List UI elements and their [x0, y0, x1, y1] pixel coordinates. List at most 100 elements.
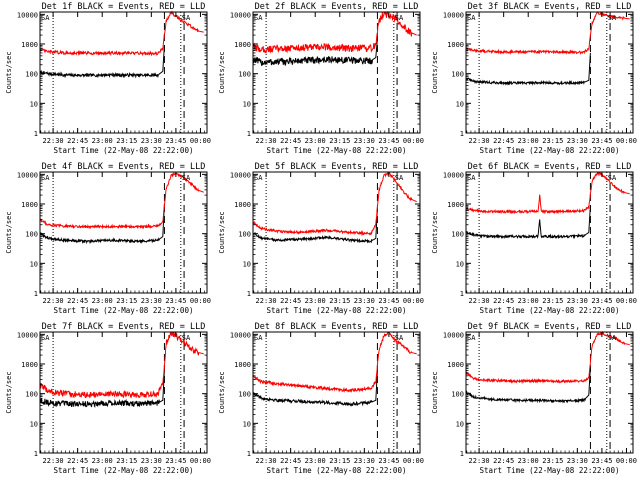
lld-series-line [252, 331, 417, 393]
y-tick-label: 10000 [17, 331, 38, 339]
y-tick-label: 1 [247, 450, 251, 458]
x-tick-label: 22:45 [280, 137, 301, 145]
x-tick-label: 00:00 [616, 137, 637, 145]
y-tick-label: 10000 [17, 11, 38, 19]
plot-frame [39, 331, 208, 454]
x-tick-label: 22:30 [256, 137, 277, 145]
x-tick-label: 23:15 [116, 297, 137, 305]
y-tick-label: 10000 [230, 11, 251, 19]
sa-flag-right: SA [182, 14, 191, 22]
y-tick-label: 1000 [21, 41, 38, 49]
x-axis-label: Start Time (22-May-08 22:22:00) [267, 466, 407, 475]
x-tick-label: 23:30 [354, 457, 375, 465]
sa-flag-left: SA [41, 174, 50, 182]
y-tick-label: 1000 [234, 361, 251, 369]
x-tick-label: 23:00 [92, 137, 113, 145]
plot-frame [465, 171, 634, 294]
x-tick-label: 00:00 [616, 297, 637, 305]
x-tick-label: 23:45 [378, 457, 399, 465]
y-tick-label: 1000 [234, 41, 251, 49]
x-tick-label: 23:30 [354, 297, 375, 305]
y-tick-label: 1 [460, 130, 464, 138]
y-axis-label: Counts/sec [218, 211, 226, 253]
x-axis-label: Start Time (22-May-08 22:22:00) [54, 466, 194, 475]
x-tick-label: 22:45 [280, 297, 301, 305]
x-tick-label: 23:45 [165, 457, 186, 465]
sa-flag-left: SA [41, 334, 50, 342]
x-tick-label: 00:00 [403, 137, 424, 145]
panel-det5f: Det 5f BLACK = Events, RED = LLD SA SA 1 10 1… [218, 162, 424, 315]
x-tick-label: 23:00 [305, 297, 326, 305]
events-series-line [252, 370, 378, 407]
y-axis-label: Counts/sec [431, 371, 439, 413]
y-axis-label: Counts/sec [5, 51, 13, 93]
y-tick-label: 1000 [447, 361, 464, 369]
lld-series-line [465, 171, 630, 215]
x-tick-label: 23:45 [378, 297, 399, 305]
x-axis-label: Start Time (22-May-08 22:22:00) [267, 306, 407, 315]
y-tick-label: 100 [25, 231, 38, 239]
x-tick-label: 00:00 [190, 297, 211, 305]
x-tick-label: 22:30 [469, 137, 490, 145]
y-tick-label: 10000 [443, 171, 464, 179]
x-tick-label: 23:45 [591, 137, 612, 145]
sa-flag-right: SA [182, 334, 191, 342]
y-tick-label: 10 [30, 420, 38, 428]
sa-flag-right: SA [608, 14, 617, 22]
x-tick-label: 00:00 [190, 137, 211, 145]
plot-frame [39, 171, 208, 294]
panel-title: Det 5f BLACK = Events, RED = LLD [255, 162, 419, 172]
sa-flag-left: SA [254, 174, 263, 182]
panel-title: Det 1f BLACK = Events, RED = LLD [42, 2, 206, 12]
x-tick-label: 22:30 [256, 297, 277, 305]
x-axis-label: Start Time (22-May-08 22:22:00) [480, 146, 620, 155]
y-tick-label: 1 [247, 130, 251, 138]
x-tick-label: 23:15 [116, 137, 137, 145]
y-tick-label: 10 [456, 260, 464, 268]
x-tick-label: 22:30 [469, 457, 490, 465]
panel-title: Det 9f BLACK = Events, RED = LLD [468, 322, 632, 332]
y-tick-label: 10000 [230, 171, 251, 179]
y-tick-label: 1 [247, 290, 251, 298]
sa-flag-left: SA [41, 14, 50, 22]
y-tick-label: 10 [243, 100, 251, 108]
sa-flag-right: SA [608, 334, 617, 342]
y-axis-label: Counts/sec [218, 371, 226, 413]
panel-det7f: Det 7f BLACK = Events, RED = LLD SA SA 1 10 1… [5, 322, 211, 475]
sa-flag-left: SA [254, 334, 263, 342]
lld-series-line [252, 10, 417, 54]
x-tick-label: 22:30 [469, 297, 490, 305]
y-axis-label: Counts/sec [431, 211, 439, 253]
y-tick-label: 10 [30, 100, 38, 108]
x-tick-label: 23:00 [518, 457, 539, 465]
y-tick-label: 10 [30, 260, 38, 268]
x-tick-label: 23:45 [591, 457, 612, 465]
lld-series-line [39, 331, 204, 399]
panel-det8f: Det 8f BLACK = Events, RED = LLD SA SA 1 10 1… [218, 322, 424, 475]
x-tick-label: 23:30 [567, 297, 588, 305]
y-tick-label: 100 [25, 71, 38, 79]
x-tick-label: 22:45 [67, 297, 88, 305]
y-tick-label: 10 [243, 260, 251, 268]
x-axis-label: Start Time (22-May-08 22:22:00) [54, 146, 194, 155]
x-tick-label: 23:00 [305, 457, 326, 465]
x-tick-label: 00:00 [190, 457, 211, 465]
panel-title: Det 7f BLACK = Events, RED = LLD [42, 322, 206, 332]
x-tick-label: 00:00 [616, 457, 637, 465]
x-axis-label: Start Time (22-May-08 22:22:00) [480, 306, 620, 315]
panel-title: Det 4f BLACK = Events, RED = LLD [42, 162, 206, 172]
events-series-line [39, 370, 165, 408]
x-tick-label: 23:30 [567, 457, 588, 465]
sa-flag-left: SA [254, 14, 263, 22]
x-tick-label: 00:00 [403, 457, 424, 465]
x-tick-label: 22:30 [43, 137, 64, 145]
x-axis-label: Start Time (22-May-08 22:22:00) [54, 306, 194, 315]
y-tick-label: 1000 [447, 201, 464, 209]
sa-flag-left: SA [467, 14, 476, 22]
events-series-line [39, 45, 165, 79]
y-axis-label: Counts/sec [5, 211, 13, 253]
x-tick-label: 23:15 [329, 297, 350, 305]
x-tick-label: 23:45 [165, 137, 186, 145]
sa-flag-right: SA [395, 14, 404, 22]
